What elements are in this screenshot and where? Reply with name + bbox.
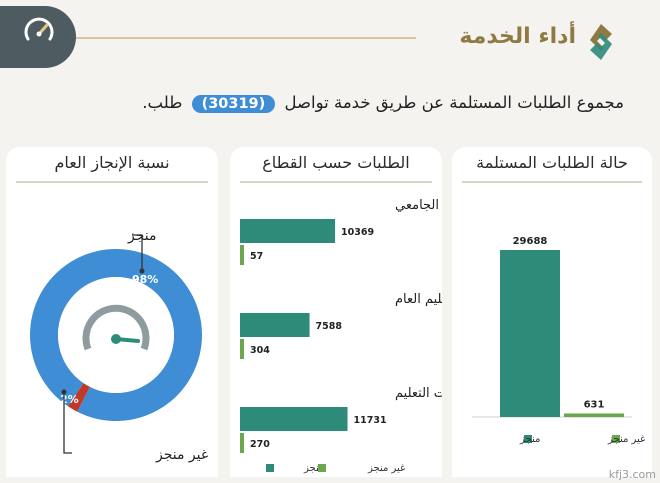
sector-panel: الطلبات حسب القطاع التعليم الجامعي 10369 5… — [230, 147, 442, 477]
sector-legend-label: غير منجز — [367, 463, 405, 474]
sector-category-label: التعليم الجامعي — [395, 198, 442, 213]
summary-line: مجموع الطلبات المستلمة عن طريق خدمة تواص… — [142, 93, 624, 113]
callout-line-not-completed — [63, 392, 72, 454]
status-bar-completed — [500, 250, 560, 417]
sector-bar-value-label: 10369 — [341, 227, 374, 238]
sector-bar-completed — [240, 313, 310, 337]
sector-category-label: إدارات التعليم — [395, 386, 442, 401]
sector-legend-swatch-not-completed — [318, 464, 326, 472]
status-legend-label: غير منجز — [607, 434, 645, 445]
summary-suffix: طلب. — [142, 93, 183, 112]
status-bar-value-label: 631 — [584, 399, 605, 410]
sector-bar-value-label: 7588 — [316, 321, 343, 332]
gauge-hub-icon — [111, 334, 121, 344]
summary-total-pill: (30319) — [191, 95, 276, 113]
callout-dot-completed — [139, 268, 145, 274]
sector-legend-swatch-completed — [266, 464, 274, 472]
callout-label-not-completed: غير منجز — [155, 447, 208, 463]
sector-bar-not-completed — [240, 245, 244, 265]
status-legend-swatch-completed — [524, 435, 532, 443]
status-panel-rule — [462, 181, 642, 183]
donut-value-label-completed: 98% — [132, 273, 158, 286]
logo-icon — [590, 24, 612, 60]
sector-bar-completed — [240, 219, 336, 243]
sector-category-label: التعليم العام — [395, 292, 442, 307]
completion-panel: نسبة الإنجاز العام 98% 2% منجز غير منجز — [6, 147, 218, 477]
sector-panel-rule — [240, 181, 432, 183]
summary-prefix: مجموع الطلبات المستلمة عن طريق خدمة تواص… — [284, 93, 624, 112]
sector-bar-not-completed — [240, 339, 244, 359]
status-panel-title: حالة الطلبات المستلمة — [476, 153, 628, 172]
sector-bar-value-label: 270 — [250, 439, 270, 450]
donut-value-label-not-completed: 2% — [60, 393, 79, 406]
status-bar-not-completed — [564, 413, 624, 417]
status-chart: 29688 631 منجز غير منجز — [472, 236, 645, 445]
sector-bar-completed — [240, 407, 348, 431]
sector-bar-value-label: 11731 — [354, 415, 387, 426]
sector-bar-value-label: 304 — [250, 345, 270, 356]
status-panel: حالة الطلبات المستلمة 29688 631 منجز غير من… — [452, 147, 652, 477]
speedometer-icon — [24, 17, 54, 41]
header-gauge-badge — [0, 6, 76, 68]
sector-chart: التعليم الجامعي 10369 57 التعليم العام 7588 3… — [240, 198, 442, 474]
page-title: أداء الخدمة — [459, 24, 576, 49]
callout-label-completed: منجز — [127, 228, 157, 244]
completion-chart: 98% 2% منجز غير منجز — [30, 228, 208, 463]
sector-legend-label: منجز — [303, 463, 324, 474]
gauge-center-icon — [82, 304, 150, 351]
status-legend-swatch-not-completed — [612, 435, 620, 443]
callout-line-completed — [132, 234, 143, 271]
header-divider — [76, 37, 416, 39]
sector-bar-not-completed — [240, 433, 244, 453]
donut-slice-not-completed — [67, 383, 90, 412]
completion-panel-title: نسبة الإنجاز العام — [54, 153, 170, 172]
status-bar-value-label: 29688 — [513, 236, 548, 247]
completion-panel-rule — [16, 181, 208, 183]
callout-dot-not-completed — [61, 389, 67, 395]
watermark: kfj3.com — [608, 468, 656, 481]
sector-panel-title: الطلبات حسب القطاع — [262, 153, 410, 172]
sector-bar-value-label: 57 — [250, 251, 263, 262]
status-legend-label: منجز — [519, 434, 540, 445]
donut-slice-completed — [30, 249, 203, 421]
